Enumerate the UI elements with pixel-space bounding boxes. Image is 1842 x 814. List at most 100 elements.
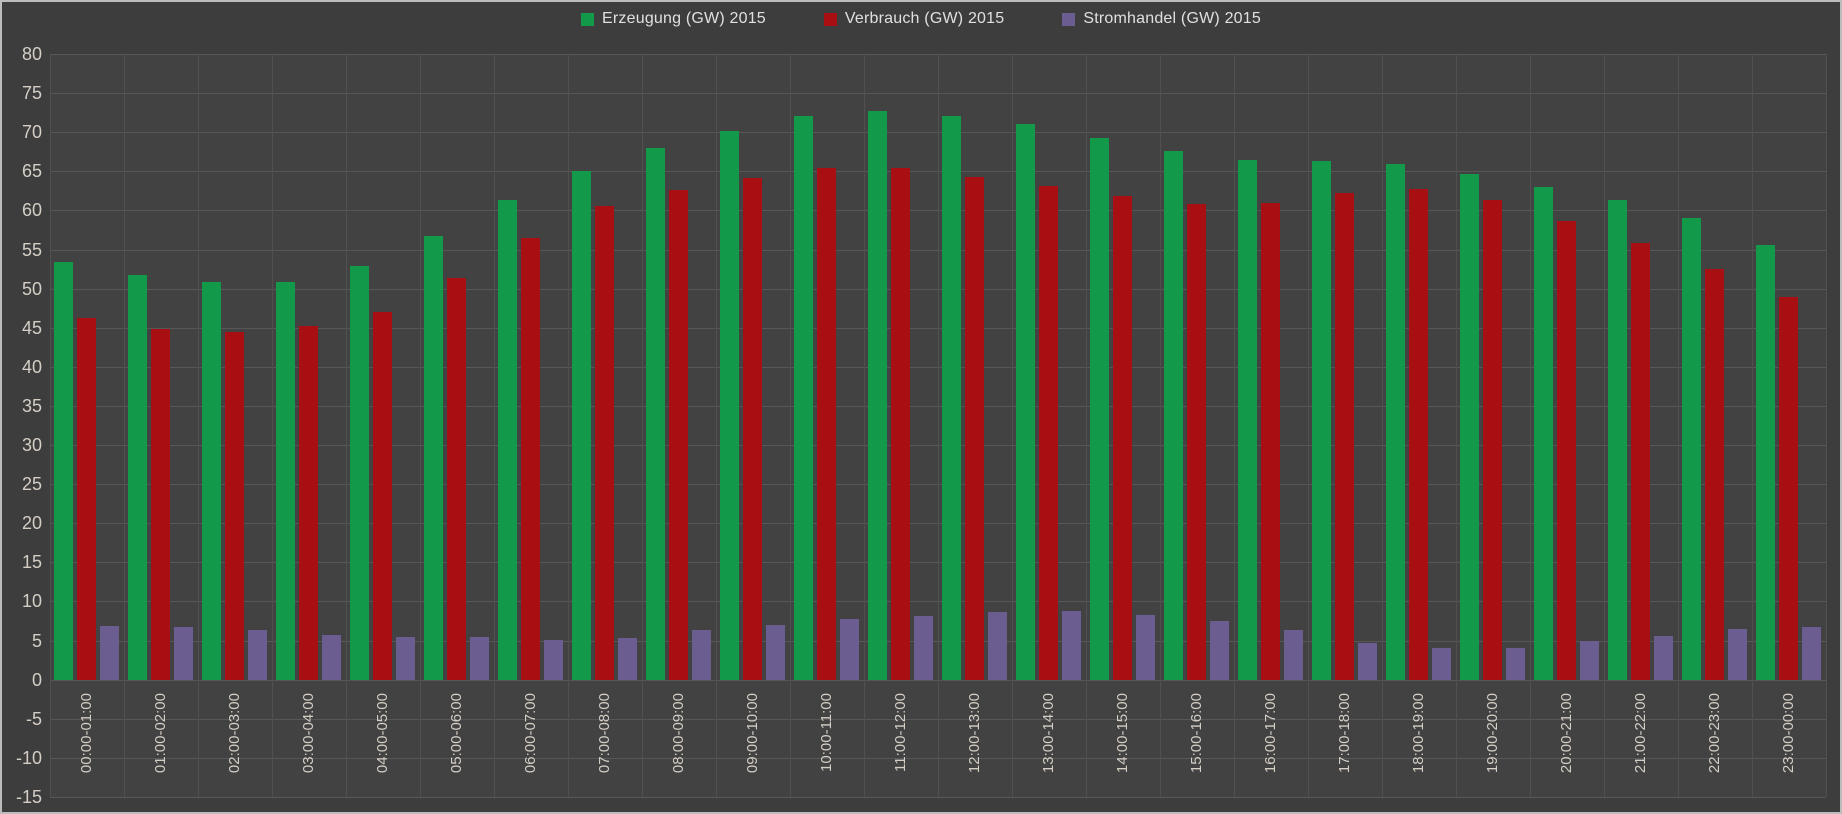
bar-verbrauch: [1187, 204, 1206, 680]
legend-label: Verbrauch (GW) 2015: [844, 10, 1005, 27]
x-tick-label: 00:00-01:00: [78, 692, 95, 773]
y-tick-label: -10: [15, 747, 42, 768]
legend-item-stromhandel[interactable]: Stromhandel (GW) 2015: [1062, 10, 1261, 28]
legend-label: Erzeugung (GW) 2015: [602, 10, 766, 27]
x-tick-label: 09:00-10:00: [744, 692, 761, 773]
x-tick-label: 02:00-03:00: [226, 692, 243, 773]
gridline-vertical: [1826, 54, 1827, 797]
bar-verbrauch: [1557, 220, 1576, 680]
bar-erzeugung: [128, 274, 147, 680]
legend-item-verbrauch[interactable]: Verbrauch (GW) 2015: [823, 10, 1005, 28]
bar-erzeugung: [202, 282, 221, 680]
bar-verbrauch: [743, 178, 762, 680]
y-tick-label: 25: [21, 474, 42, 495]
gridline-vertical: [124, 54, 125, 797]
bar-stromhandel: [396, 636, 415, 680]
x-tick-label: 22:00-23:00: [1706, 692, 1723, 773]
x-tick-label: 15:00-16:00: [1188, 692, 1205, 773]
bar-erzeugung: [1090, 137, 1109, 680]
bar-verbrauch: [1335, 193, 1354, 680]
bar-verbrauch: [817, 168, 836, 680]
bar-erzeugung: [54, 262, 73, 680]
bar-stromhandel: [174, 627, 193, 680]
y-tick-label: 50: [21, 278, 42, 299]
bar-verbrauch: [521, 237, 540, 680]
bar-erzeugung: [1238, 159, 1257, 680]
gridline-vertical: [1308, 54, 1309, 797]
bar-verbrauch: [1779, 297, 1798, 680]
gridline-vertical: [346, 54, 347, 797]
bar-erzeugung: [498, 200, 517, 680]
legend-swatch-icon: [581, 12, 595, 26]
bar-stromhandel: [470, 637, 489, 680]
bar-stromhandel: [914, 616, 933, 680]
bar-erzeugung: [350, 265, 369, 680]
bar-erzeugung: [1608, 200, 1627, 680]
gridline-vertical: [938, 54, 939, 797]
bar-stromhandel: [1728, 628, 1747, 680]
gridline-vertical: [864, 54, 865, 797]
bar-verbrauch: [1261, 203, 1280, 680]
bar-erzeugung: [424, 236, 443, 680]
chart-legend: Erzeugung (GW) 2015 Verbrauch (GW) 2015 St…: [2, 10, 1840, 28]
bar-erzeugung: [646, 147, 665, 680]
y-tick-label: 80: [21, 44, 42, 64]
legend-label: Stromhandel (GW) 2015: [1083, 10, 1261, 27]
bar-stromhandel: [1802, 627, 1821, 680]
y-tick-label: 70: [21, 122, 42, 143]
bar-verbrauch: [1039, 186, 1058, 680]
y-tick-label: 75: [21, 83, 42, 104]
x-tick-label: 06:00-07:00: [522, 692, 539, 773]
bar-verbrauch: [299, 326, 318, 680]
bar-verbrauch: [965, 176, 984, 680]
gridline-vertical: [494, 54, 495, 797]
y-tick-label: 10: [21, 591, 42, 612]
bar-stromhandel: [1432, 647, 1451, 680]
gridline-vertical: [1012, 54, 1013, 797]
bar-verbrauch: [1113, 196, 1132, 680]
gridline-vertical: [568, 54, 569, 797]
bar-erzeugung: [276, 281, 295, 680]
gridline-vertical: [642, 54, 643, 797]
gridline-vertical: [1678, 54, 1679, 797]
gridline-vertical: [1752, 54, 1753, 797]
bar-verbrauch: [669, 190, 688, 680]
bar-stromhandel: [840, 619, 859, 680]
gridline-vertical: [272, 54, 273, 797]
gridline-vertical: [1234, 54, 1235, 797]
y-tick-label: 55: [21, 239, 42, 260]
x-tick-label: 12:00-13:00: [966, 692, 983, 773]
bar-erzeugung: [1682, 218, 1701, 680]
y-tick-label: 35: [21, 395, 42, 416]
y-tick-label: 40: [21, 356, 42, 377]
x-tick-label: 23:00-00:00: [1780, 692, 1797, 773]
y-tick-label: -15: [15, 786, 42, 807]
y-tick-label: 60: [21, 200, 42, 221]
bar-stromhandel: [618, 638, 637, 680]
bar-stromhandel: [1210, 620, 1229, 680]
y-tick-label: 65: [21, 161, 42, 182]
x-tick-label: 20:00-21:00: [1558, 692, 1575, 773]
y-tick-label: 5: [31, 630, 42, 651]
bar-erzeugung: [1386, 164, 1405, 680]
gridline-vertical: [198, 54, 199, 797]
bar-erzeugung: [1460, 173, 1479, 680]
bar-stromhandel: [766, 624, 785, 680]
bar-stromhandel: [322, 635, 341, 680]
x-tick-label: 18:00-19:00: [1410, 692, 1427, 773]
bar-erzeugung: [1756, 244, 1775, 680]
x-tick-label: 07:00-08:00: [596, 692, 613, 773]
bar-verbrauch: [1705, 269, 1724, 680]
x-tick-label: 17:00-18:00: [1336, 692, 1353, 773]
bar-stromhandel: [988, 611, 1007, 680]
y-tick-label: -5: [25, 708, 42, 729]
bar-erzeugung: [1534, 186, 1553, 680]
bar-erzeugung: [572, 170, 591, 680]
bar-stromhandel: [1136, 614, 1155, 680]
legend-item-erzeugung[interactable]: Erzeugung (GW) 2015: [581, 10, 766, 28]
bar-verbrauch: [1483, 200, 1502, 680]
bar-stromhandel: [544, 639, 563, 680]
bar-erzeugung: [1016, 124, 1035, 680]
bar-erzeugung: [942, 115, 961, 680]
x-tick-label: 03:00-04:00: [300, 692, 317, 773]
